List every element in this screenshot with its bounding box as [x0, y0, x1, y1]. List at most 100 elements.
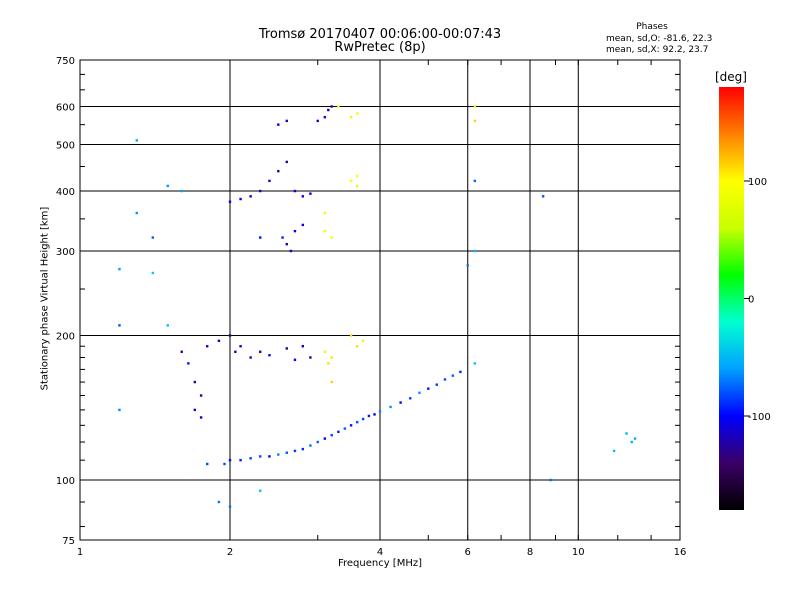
- data-point: [293, 229, 297, 233]
- data-point: [323, 116, 327, 119]
- y-tick-label: 400: [56, 187, 75, 198]
- data-point: [541, 195, 545, 198]
- data-point: [459, 370, 462, 374]
- data-point: [239, 345, 242, 348]
- data-point: [355, 112, 359, 115]
- data-point: [268, 353, 271, 357]
- data-point: [367, 414, 371, 418]
- data-point: [151, 271, 155, 275]
- data-point: [451, 374, 455, 377]
- colorbar-tick-label: 100: [748, 177, 767, 188]
- data-point: [205, 345, 209, 348]
- data-point: [217, 500, 221, 504]
- data-point: [166, 184, 169, 188]
- chart-title: Tromsø 20170407 00:06:00-00:07:43: [258, 27, 502, 42]
- data-point: [330, 433, 333, 437]
- data-point: [268, 179, 271, 183]
- data-point: [343, 427, 347, 430]
- data-point: [301, 345, 305, 348]
- colorbar-ticks: 100 0 -100: [744, 177, 771, 423]
- data-point: [323, 211, 327, 215]
- data-point: [268, 455, 271, 458]
- y-tick-label: 600: [56, 103, 75, 114]
- data-point: [378, 410, 382, 413]
- data-point: [330, 380, 333, 384]
- data-points: [118, 105, 637, 508]
- data-point: [259, 236, 262, 239]
- data-point: [473, 119, 477, 123]
- data-point: [301, 195, 305, 198]
- data-point: [330, 105, 333, 108]
- y-tick-label: 100: [56, 476, 75, 487]
- y-tick-label: 200: [56, 332, 75, 343]
- x-tick-label: 10: [572, 547, 585, 558]
- data-point: [316, 440, 319, 444]
- data-point: [285, 451, 288, 454]
- data-point: [399, 401, 402, 404]
- data-point: [473, 105, 477, 108]
- data-point: [301, 223, 305, 227]
- colorbar: [719, 87, 744, 510]
- data-point: [259, 489, 262, 492]
- data-point: [330, 356, 333, 359]
- data-point: [630, 440, 633, 444]
- data-point: [349, 424, 353, 427]
- data-point: [118, 324, 121, 327]
- data-point: [330, 236, 333, 239]
- colorbar-tick-label: -100: [748, 412, 771, 423]
- data-point: [193, 380, 197, 384]
- data-point: [151, 236, 155, 239]
- data-point: [473, 249, 477, 253]
- phases-x-stats: mean, sd,X: 92.2, 23.7: [606, 45, 709, 55]
- data-point: [259, 455, 262, 458]
- data-point: [281, 236, 284, 239]
- data-point: [228, 334, 232, 337]
- data-point: [549, 478, 552, 482]
- data-point: [118, 267, 121, 271]
- y-tick-label: 300: [56, 247, 75, 258]
- chart-subtitle: RwPretec (8p): [334, 40, 426, 55]
- data-point: [612, 449, 616, 453]
- data-point: [389, 405, 392, 409]
- data-point: [289, 249, 293, 253]
- data-point: [337, 430, 340, 434]
- data-point: [355, 420, 359, 424]
- y-tick-label: 500: [56, 141, 75, 152]
- data-point: [316, 119, 319, 123]
- data-point: [633, 437, 637, 440]
- x-tick-label: 8: [527, 547, 533, 558]
- data-point: [249, 457, 252, 460]
- phases-o-stats: mean, sd,O: -81.6, 22.3: [606, 34, 713, 44]
- data-point: [223, 462, 226, 466]
- data-point: [473, 179, 477, 183]
- colorbar-unit-label: [deg]: [715, 70, 747, 84]
- data-point: [228, 200, 232, 203]
- data-point: [285, 347, 288, 350]
- data-point: [135, 211, 138, 215]
- data-point: [337, 105, 340, 108]
- data-point: [259, 189, 262, 193]
- data-point: [427, 387, 430, 390]
- y-tick-label: 750: [56, 56, 75, 67]
- data-point: [409, 397, 412, 400]
- x-tick-label: 16: [674, 547, 687, 558]
- data-point: [277, 123, 280, 126]
- data-point: [323, 229, 327, 233]
- data-point: [199, 394, 203, 397]
- data-point: [327, 362, 330, 365]
- data-point: [199, 416, 203, 419]
- data-point: [466, 264, 469, 267]
- data-point: [180, 350, 183, 353]
- data-point: [285, 160, 288, 164]
- data-point: [349, 334, 353, 337]
- x-tick-label: 6: [465, 547, 471, 558]
- data-point: [443, 378, 447, 381]
- data-point: [187, 362, 190, 365]
- axis-ticks: 1 2 4 6 8 10 16 75 100 200 300 400 500 600 750: [56, 56, 686, 558]
- data-point: [361, 339, 365, 343]
- data-point: [323, 350, 327, 353]
- data-point: [473, 362, 477, 365]
- data-point: [323, 437, 327, 440]
- data-point: [418, 391, 421, 394]
